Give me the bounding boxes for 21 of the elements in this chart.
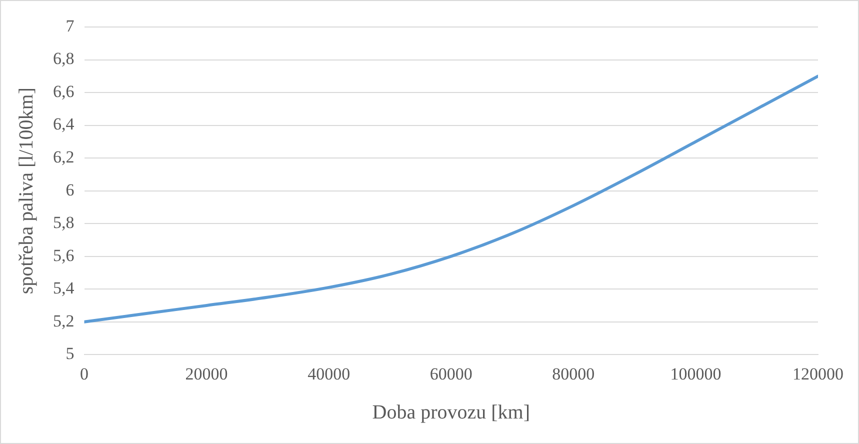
x-tick-label: 80000 [552, 364, 595, 384]
y-tick-label: 5,8 [53, 213, 74, 232]
x-tick-label: 20000 [185, 364, 228, 384]
x-axis-title: Doba provozu [km] [372, 401, 530, 424]
line-series [84, 74, 818, 324]
y-tick-label: 6,4 [53, 114, 75, 134]
x-tick-label: 100000 [670, 364, 722, 384]
x-tick-label: 120000 [792, 364, 844, 384]
y-tick-label: 6,2 [53, 148, 74, 167]
x-tick-label: 40000 [308, 364, 350, 384]
y-axis-title: spotřeba paliva [l/100km] [15, 87, 38, 294]
y-tick-label: 6 [66, 180, 74, 200]
y-tick-label: 7 [66, 16, 75, 36]
y-tick-label: 5,4 [53, 278, 75, 298]
y-tick-label: 6,8 [53, 49, 74, 68]
y-tick-label: 5 [66, 344, 74, 364]
x-tick-label: 60000 [430, 364, 472, 384]
y-tick-label: 5,2 [53, 311, 74, 330]
x-tick-label: 0 [80, 364, 88, 384]
y-tick-label: 6,6 [53, 82, 74, 101]
y-tick-label: 5,6 [53, 246, 74, 265]
